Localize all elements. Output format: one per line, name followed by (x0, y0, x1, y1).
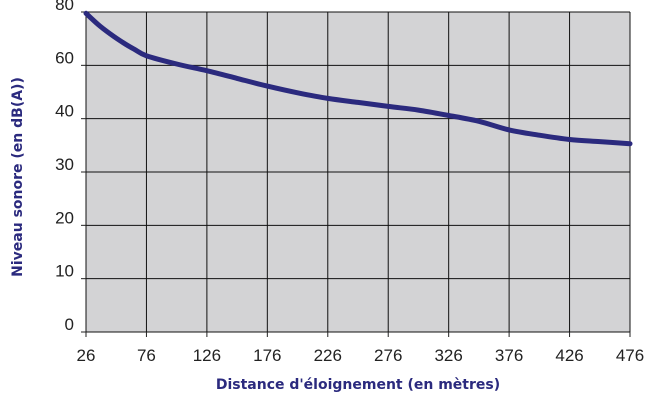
x-tick-label: 476 (616, 346, 644, 365)
y-tick-label: 10 (55, 262, 74, 281)
x-tick-label: 376 (495, 346, 523, 365)
y-tick-label: 20 (55, 208, 74, 227)
y-tick-label: 80 (55, 0, 74, 14)
x-tick-label: 326 (434, 346, 462, 365)
x-tick-label: 126 (193, 346, 221, 365)
y-tick-label: 60 (55, 48, 74, 67)
y-axis-title: Niveau sonore (en dB(A)) (10, 77, 26, 277)
x-tick-label: 26 (77, 346, 96, 365)
y-tick-label: 40 (55, 102, 74, 121)
axis-ticks (81, 11, 631, 337)
x-tick-label: 176 (253, 346, 281, 365)
y-tick-label: 30 (55, 155, 74, 174)
x-axis-title: Distance d'éloignement (en mètres) (216, 377, 500, 393)
x-tick-label: 76 (137, 346, 156, 365)
y-tick-label: 0 (65, 315, 74, 334)
x-tick-label: 426 (555, 346, 583, 365)
x-tick-label: 276 (374, 346, 402, 365)
x-tick-labels: 26 76 126 176 226 276 326 376 426 476 (77, 346, 645, 365)
x-tick-label: 226 (314, 346, 342, 365)
y-tick-labels: 0 10 20 30 40 60 80 (55, 0, 74, 334)
series-line (83, 10, 633, 147)
